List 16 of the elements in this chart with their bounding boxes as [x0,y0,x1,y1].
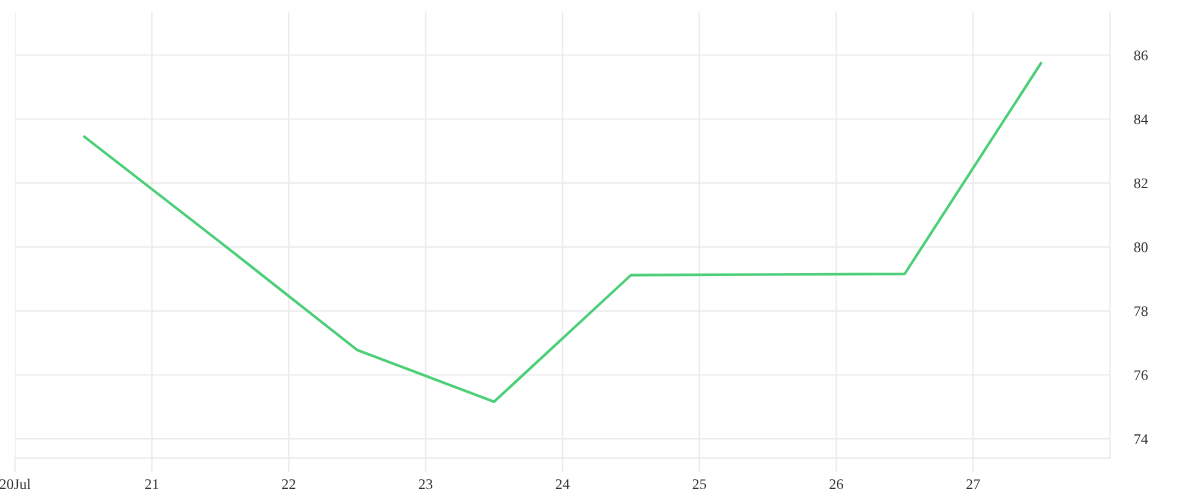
x-tick-label: 23 [418,479,433,490]
y-tick-label: 78 [1134,306,1148,317]
y-tick-label: 80 [1134,242,1148,253]
x-tick-label: 20Jul [0,478,31,490]
y-tick-label: 74 [1134,434,1148,444]
x-tick-label: 21 [145,479,159,489]
x-tick-label: 24 [555,479,570,489]
line-series [82,60,1043,404]
y-tick-label: 86 [1134,50,1148,61]
x-tick-label: 25 [692,479,707,490]
x-tick-label: 26 [829,479,844,490]
y-tick-label: 84 [1134,114,1148,125]
y-tick-label: 76 [1134,370,1148,381]
y-tick-label: 82 [1134,178,1148,189]
x-tick-label: 27 [966,479,980,489]
x-tick-label: 22 [282,479,296,489]
